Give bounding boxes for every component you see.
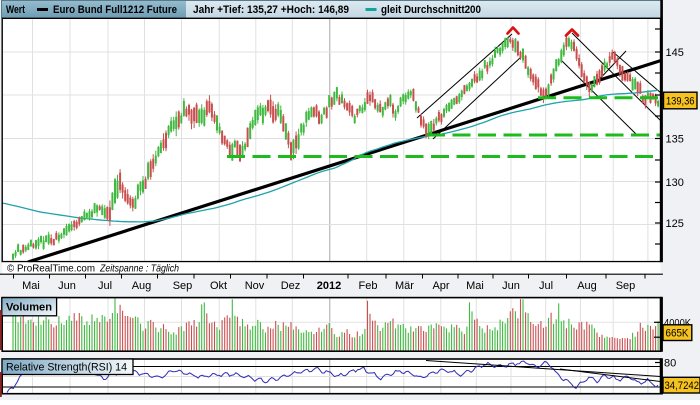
svg-text:Mär: Mär xyxy=(395,280,414,292)
svg-text:Nov: Nov xyxy=(245,280,265,292)
svg-text:Sep: Sep xyxy=(616,280,636,292)
svg-text:130: 130 xyxy=(666,177,684,189)
svg-text:Mai: Mai xyxy=(466,280,484,292)
svg-text:Mai: Mai xyxy=(22,280,40,292)
svg-text:135: 135 xyxy=(666,134,684,146)
svg-text:Aug: Aug xyxy=(132,280,152,292)
svg-text:80: 80 xyxy=(664,358,676,370)
svg-text:34,7242: 34,7242 xyxy=(665,380,700,392)
svg-text:Relative Strength(RSI) 14: Relative Strength(RSI) 14 xyxy=(6,362,127,374)
svg-text:Zeitspanne : Täglich: Zeitspanne : Täglich xyxy=(99,263,179,275)
svg-text:Feb: Feb xyxy=(359,280,378,292)
svg-text:© ProRealTime.com: © ProRealTime.com xyxy=(7,263,95,275)
svg-text:Okt: Okt xyxy=(210,280,227,292)
svg-text:Jul: Jul xyxy=(98,280,112,292)
svg-text:Euro Bund Full1212 Future: Euro Bund Full1212 Future xyxy=(53,4,177,16)
svg-text:125: 125 xyxy=(666,218,684,230)
svg-text:Apr: Apr xyxy=(432,280,449,292)
svg-text:665K: 665K xyxy=(666,328,690,340)
svg-text:Jun: Jun xyxy=(502,280,520,292)
svg-text:gleit Durchschnitt200: gleit Durchschnitt200 xyxy=(381,4,481,16)
svg-text:Dez: Dez xyxy=(281,280,301,292)
svg-text:2012: 2012 xyxy=(317,280,341,292)
svg-text:139,36: 139,36 xyxy=(666,96,695,108)
svg-text:Sep: Sep xyxy=(173,280,193,292)
svg-text:Wert: Wert xyxy=(6,4,25,16)
svg-text:Jun: Jun xyxy=(58,280,76,292)
svg-text:145: 145 xyxy=(666,47,684,59)
svg-text:Jahr +Tief: 135,27 +Hoch: 146,: Jahr +Tief: 135,27 +Hoch: 146,89 xyxy=(193,4,349,16)
svg-text:Volumen: Volumen xyxy=(6,302,52,314)
svg-text:Aug: Aug xyxy=(577,280,597,292)
svg-text:Jul: Jul xyxy=(539,280,553,292)
